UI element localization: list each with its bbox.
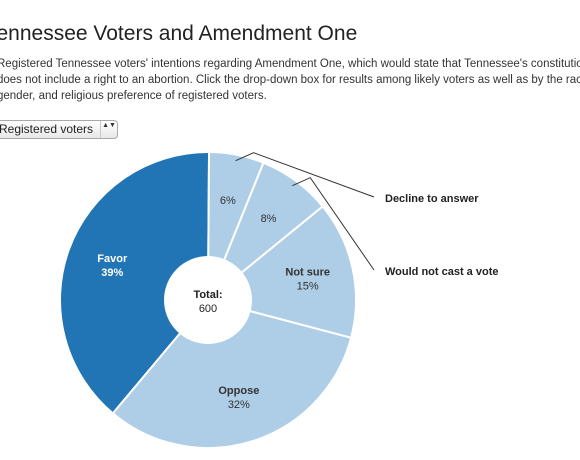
callout-label: Decline to answer (385, 193, 479, 205)
slice-favor[interactable] (59, 151, 211, 415)
select-arrows-icon: ▲▼ (100, 121, 117, 138)
intro-line: gender, and religious preference of regi… (0, 90, 267, 102)
slice-value-label: 8% (261, 213, 277, 225)
center-total-value: 600 (199, 303, 217, 315)
slice-oppose[interactable] (111, 298, 353, 449)
slice-value-label: 6% (220, 195, 236, 207)
intro-text: Registered Tennessee voters' intentions … (0, 56, 580, 104)
intro-line: does not include a right to an abortion.… (0, 74, 580, 86)
slice-value-label: 39% (101, 267, 123, 279)
intro-line: Registered Tennessee voters' intentions … (0, 58, 580, 70)
page-title: Tennessee Voters and Amendment One (0, 22, 358, 45)
slice-name-label: Favor (97, 253, 128, 265)
callout-label: Would not cast a vote (385, 266, 498, 278)
voter-group-select-value: Registered voters (0, 122, 94, 136)
slice-name-label: Not sure (285, 266, 330, 278)
donut-hole (164, 256, 252, 344)
voter-group-select[interactable]: Registered voters ▲▼ (0, 120, 118, 139)
slice-value-label: 15% (297, 280, 319, 292)
slice-value-label: 32% (228, 399, 250, 411)
callout-leader-line (235, 152, 375, 198)
callout-leader-line (292, 177, 375, 271)
center-total-label: Total: (193, 289, 222, 301)
slice-name-label: Oppose (218, 385, 259, 397)
